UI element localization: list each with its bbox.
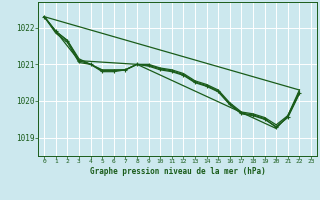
X-axis label: Graphe pression niveau de la mer (hPa): Graphe pression niveau de la mer (hPa) bbox=[90, 167, 266, 176]
